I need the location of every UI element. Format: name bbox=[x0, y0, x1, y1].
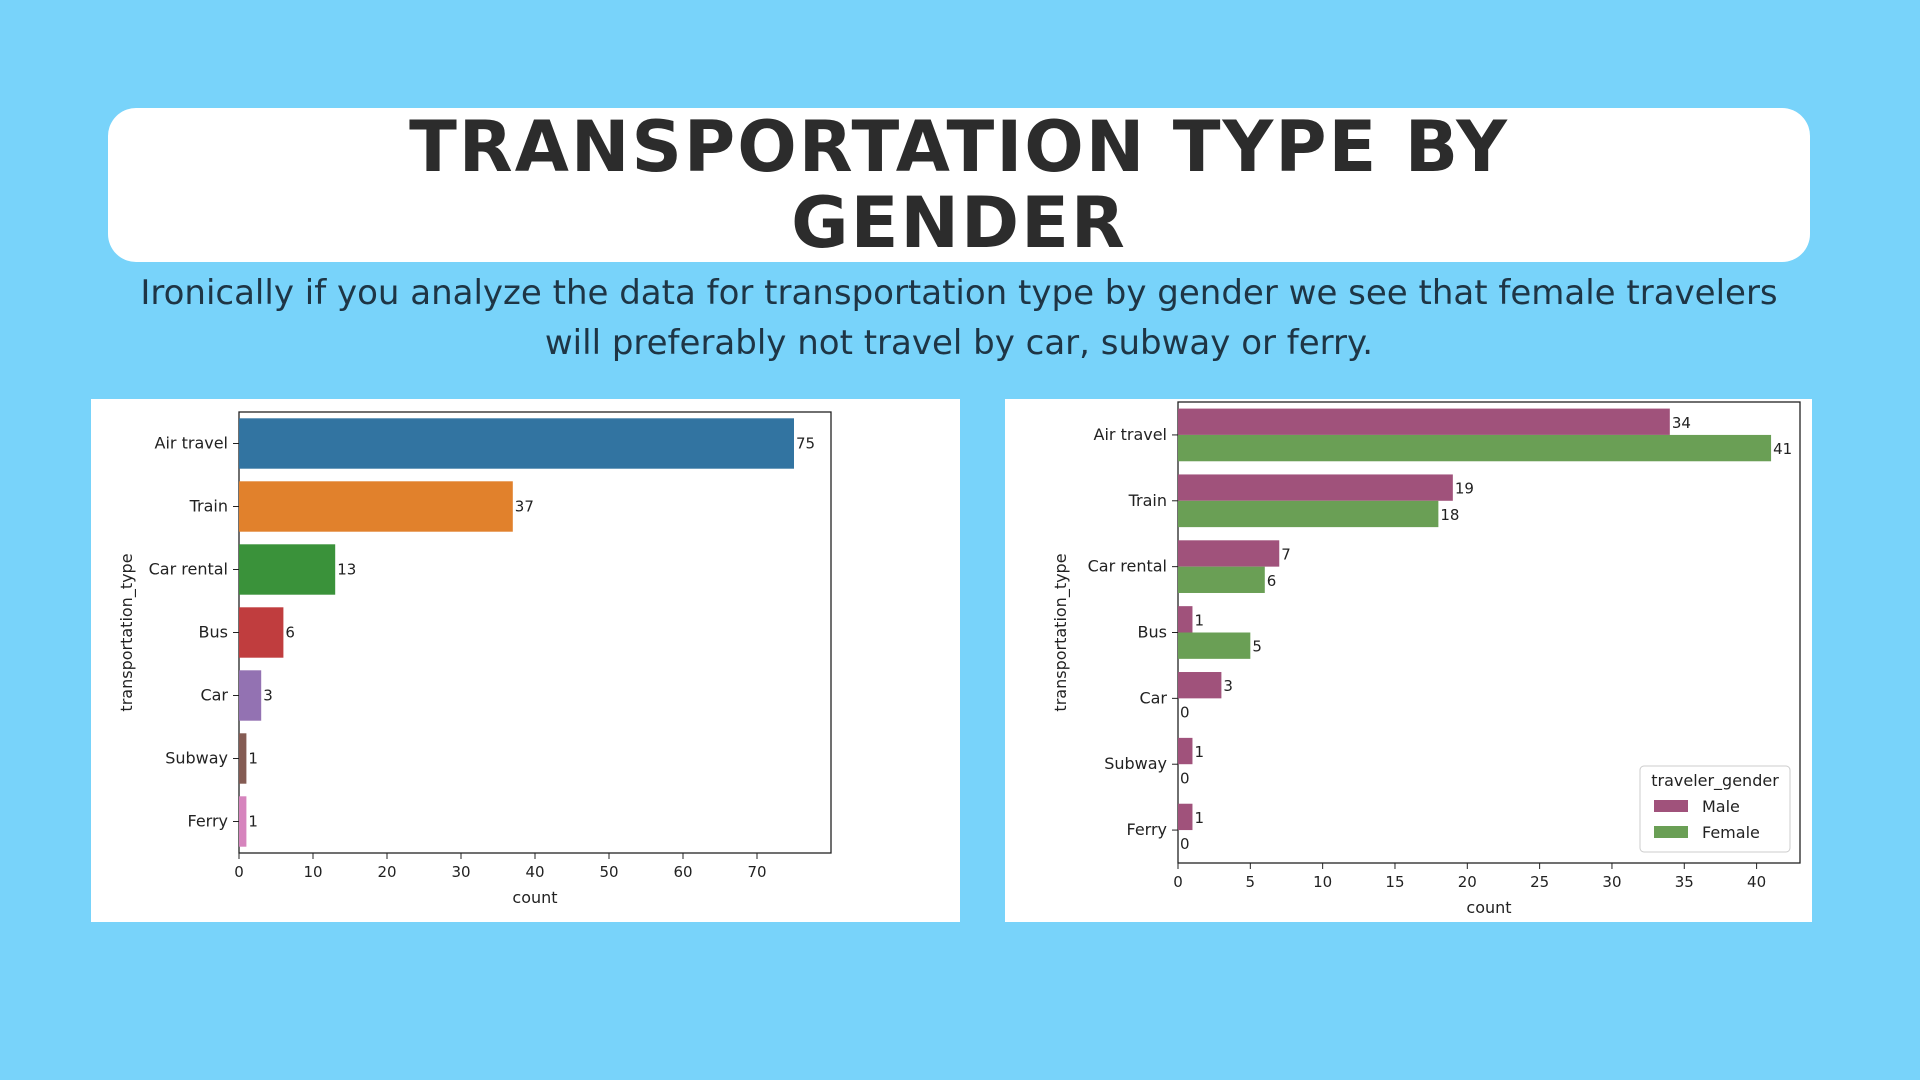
bar-value-label: 0 bbox=[1180, 835, 1190, 853]
bar-male bbox=[1178, 737, 1193, 765]
bar-value-label: 1 bbox=[248, 750, 258, 768]
bar bbox=[239, 418, 794, 469]
bar-value-label: 7 bbox=[1281, 545, 1291, 563]
x-tick-label: 50 bbox=[599, 863, 618, 881]
bar bbox=[239, 544, 336, 595]
bar-value-label: 6 bbox=[285, 624, 295, 642]
legend-label: Male bbox=[1702, 797, 1740, 816]
x-tick-label: 40 bbox=[525, 863, 544, 881]
bar-value-label: 1 bbox=[1194, 611, 1204, 629]
x-tick-label: 10 bbox=[303, 863, 322, 881]
x-tick-label: 40 bbox=[1747, 873, 1766, 891]
bar-value-label: 1 bbox=[1194, 743, 1204, 761]
y-tick-label: Bus bbox=[1138, 623, 1167, 642]
chart-panel-by-gender: 0 5 10 15 20 25 30 35 40 count transportation_type… bbox=[1005, 399, 1812, 922]
bar-male bbox=[1178, 408, 1670, 435]
bar-male bbox=[1178, 672, 1222, 699]
bar-female bbox=[1178, 632, 1251, 659]
y-tick-label: Train bbox=[1128, 491, 1167, 510]
bar-value-label: 19 bbox=[1455, 480, 1474, 498]
y-tick-label: Car bbox=[200, 686, 228, 705]
y-tick-label: Car rental bbox=[149, 560, 228, 579]
bar bbox=[239, 796, 247, 847]
y-tick-label: Car rental bbox=[1088, 557, 1167, 576]
bar-value-label: 37 bbox=[515, 498, 534, 516]
chart-overall: 0 10 20 30 40 50 60 70 count transportation_type A… bbox=[117, 411, 832, 907]
x-tick-label: 20 bbox=[377, 863, 396, 881]
legend-swatch bbox=[1654, 826, 1688, 838]
bar-male bbox=[1178, 540, 1280, 567]
bar-value-label: 1 bbox=[248, 813, 258, 831]
bar bbox=[239, 670, 262, 721]
page-title: TRANSPORTATION TYPE BY GENDER bbox=[409, 106, 1509, 264]
x-tick-label: 0 bbox=[1173, 873, 1183, 891]
bar-value-label: 41 bbox=[1773, 440, 1792, 458]
x-tick-label: 60 bbox=[673, 863, 692, 881]
bar-value-label: 75 bbox=[796, 435, 815, 453]
bar-value-label: 3 bbox=[263, 687, 273, 705]
title-banner bbox=[108, 108, 1810, 262]
bar bbox=[239, 733, 247, 784]
bar bbox=[239, 607, 284, 658]
plot-frame bbox=[238, 411, 832, 854]
y-tick-label: Car bbox=[1139, 688, 1167, 707]
bar-value-label: 0 bbox=[1180, 704, 1190, 722]
bar-male bbox=[1178, 474, 1453, 501]
bar-female bbox=[1178, 434, 1772, 462]
bar-value-label: 13 bbox=[337, 561, 356, 579]
bar-male bbox=[1178, 606, 1193, 633]
x-tick-label: 30 bbox=[1602, 873, 1621, 891]
x-axis-label: count bbox=[1466, 898, 1511, 917]
y-tick-label: Subway bbox=[165, 749, 228, 768]
x-tick-label: 70 bbox=[747, 863, 766, 881]
x-tick-label: 0 bbox=[234, 863, 244, 881]
y-tick-label: Subway bbox=[1104, 754, 1167, 773]
x-axis-label: count bbox=[512, 888, 557, 907]
bar-male bbox=[1178, 803, 1193, 831]
page-subtitle: Ironically if you analyze the data for t… bbox=[140, 273, 1778, 363]
bar bbox=[239, 481, 513, 532]
x-tick-label: 25 bbox=[1530, 873, 1549, 891]
legend-title: traveler_gender bbox=[1651, 771, 1779, 791]
chart-panel-overall: 0 10 20 30 40 50 60 70 count transportation_type A… bbox=[91, 399, 960, 922]
x-tick-label: 20 bbox=[1458, 873, 1477, 891]
legend-label: Female bbox=[1702, 823, 1760, 842]
bar-value-label: 18 bbox=[1440, 506, 1459, 524]
bar-value-label: 6 bbox=[1267, 572, 1277, 590]
bar-value-label: 5 bbox=[1252, 638, 1262, 656]
x-tick-label: 10 bbox=[1313, 873, 1332, 891]
bar-value-label: 0 bbox=[1180, 769, 1190, 787]
legend-swatch bbox=[1654, 800, 1688, 812]
x-tick-label: 15 bbox=[1385, 873, 1404, 891]
bar-value-label: 1 bbox=[1194, 809, 1204, 827]
bar-female bbox=[1178, 500, 1439, 528]
y-tick-label: Air travel bbox=[155, 434, 228, 453]
x-tick-label: 35 bbox=[1675, 873, 1694, 891]
y-tick-label: Train bbox=[189, 497, 228, 516]
chart-by-gender: 0 5 10 15 20 25 30 35 40counttransportation_type… bbox=[1051, 401, 1801, 917]
x-tick-label: 30 bbox=[451, 863, 470, 881]
y-axis-label: transportation_type bbox=[117, 553, 137, 711]
y-tick-label: Bus bbox=[199, 623, 228, 642]
bar-female bbox=[1178, 566, 1265, 593]
bar-value-label: 3 bbox=[1223, 677, 1233, 695]
y-tick-label: Air travel bbox=[1094, 425, 1167, 444]
x-tick-label: 5 bbox=[1246, 873, 1256, 891]
bar-value-label: 34 bbox=[1672, 414, 1691, 432]
y-tick-label: Ferry bbox=[187, 812, 228, 831]
y-tick-label: Ferry bbox=[1126, 820, 1167, 839]
y-axis-label: transportation_type bbox=[1051, 553, 1071, 711]
